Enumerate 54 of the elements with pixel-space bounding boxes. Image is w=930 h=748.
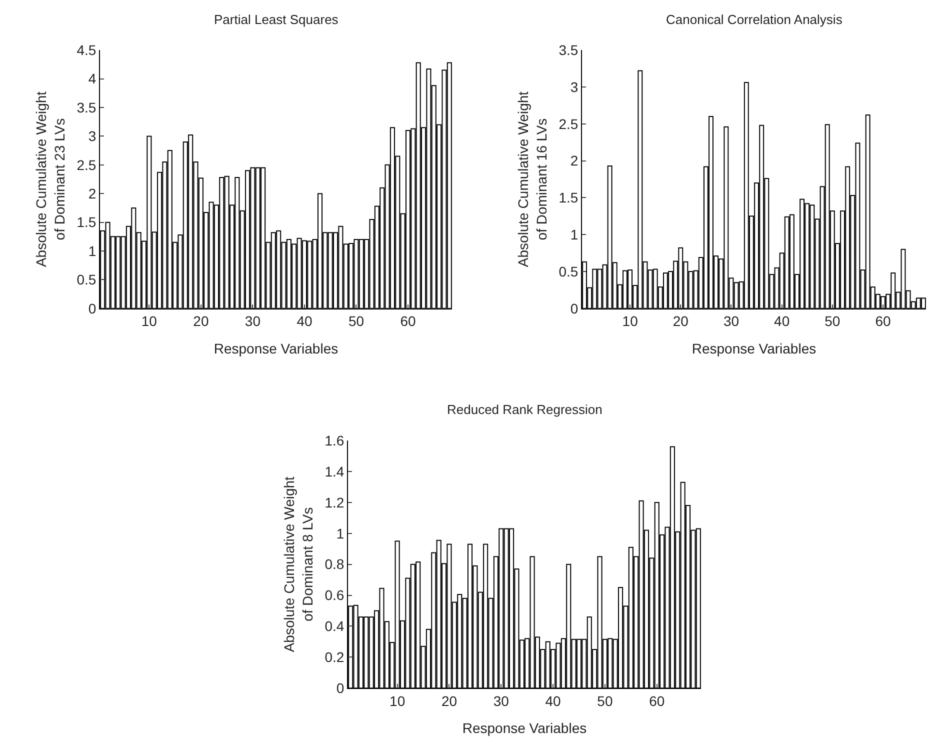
y-tick-label: 1 [88,242,96,259]
x-tick-label: 40 [545,692,562,709]
y-tick-label: 1.5 [76,214,96,230]
y-tick-label: 3.5 [558,42,578,58]
x-tick-label: 60 [649,692,665,709]
y-tick-label: 3 [88,128,96,144]
y-tick-label: 0.4 [324,618,344,634]
x-axis-title: Response Variables [214,340,338,357]
y-tick-label: 2 [88,186,96,202]
x-axis-title: Response Variables [462,720,587,736]
y-axis-title: Absolute Cumulative Weight of Dominant 16 LVs [515,91,550,268]
y-tick-label: 1.2 [324,494,344,510]
y-tick-label: 2 [570,152,578,169]
y-axis-title: Absolute Cumulative Weight of Dominant 23 LVs [33,91,68,268]
y-tick-label: 0 [336,680,344,696]
x-tick-label: 30 [723,313,740,330]
x-tick-label: 40 [296,313,312,330]
x-tick-label: 20 [441,692,458,709]
x-tick-label: 40 [774,313,790,330]
x-tick-label: 10 [390,692,406,709]
y-axis-title: Absolute Cumulative Weight of Dominant 8 LVs [281,476,316,652]
y-tick-label: 4.5 [76,42,96,58]
y-tick-label: 1.5 [558,190,578,206]
y-tick-label: 0 [88,300,96,316]
y-tick-label: 1 [570,226,578,243]
chart-title: Canonical Correlation Analysis [666,12,843,27]
y-tick-label: 1 [336,525,344,542]
x-tick-label: 50 [348,313,364,330]
y-tick-label: 1.6 [324,432,344,448]
chart-title: Reduced Rank Regression [447,402,602,417]
x-axis-title: Response Variables [692,340,816,357]
y-tick-label: 3 [570,78,578,95]
x-tick-label: 50 [597,692,613,709]
y-tick-label: 0.8 [324,556,344,572]
x-tick-label: 60 [875,313,891,330]
x-tick-label: 50 [824,313,840,330]
y-tick-label: 3.5 [76,99,96,116]
y-tick-label: 4 [88,70,96,87]
y-tick-label: 1.4 [324,463,344,480]
x-tick-label: 10 [141,313,158,330]
y-tick-label: 0 [570,300,578,316]
x-tick-label: 10 [622,313,638,330]
y-tick-label: 0.5 [76,272,96,288]
y-tick-label: 2.5 [76,156,96,173]
y-tick-label: 0.5 [558,263,578,280]
chart-title: Partial Least Squares [214,12,339,27]
x-tick-label: 60 [400,313,416,330]
x-tick-label: 20 [672,313,689,330]
x-tick-label: 30 [244,313,261,330]
x-tick-label: 20 [193,313,209,330]
y-tick-label: 0.2 [324,649,344,666]
y-tick-label: 0.6 [324,587,344,604]
y-tick-label: 2.5 [558,116,578,132]
x-tick-label: 30 [493,692,510,709]
